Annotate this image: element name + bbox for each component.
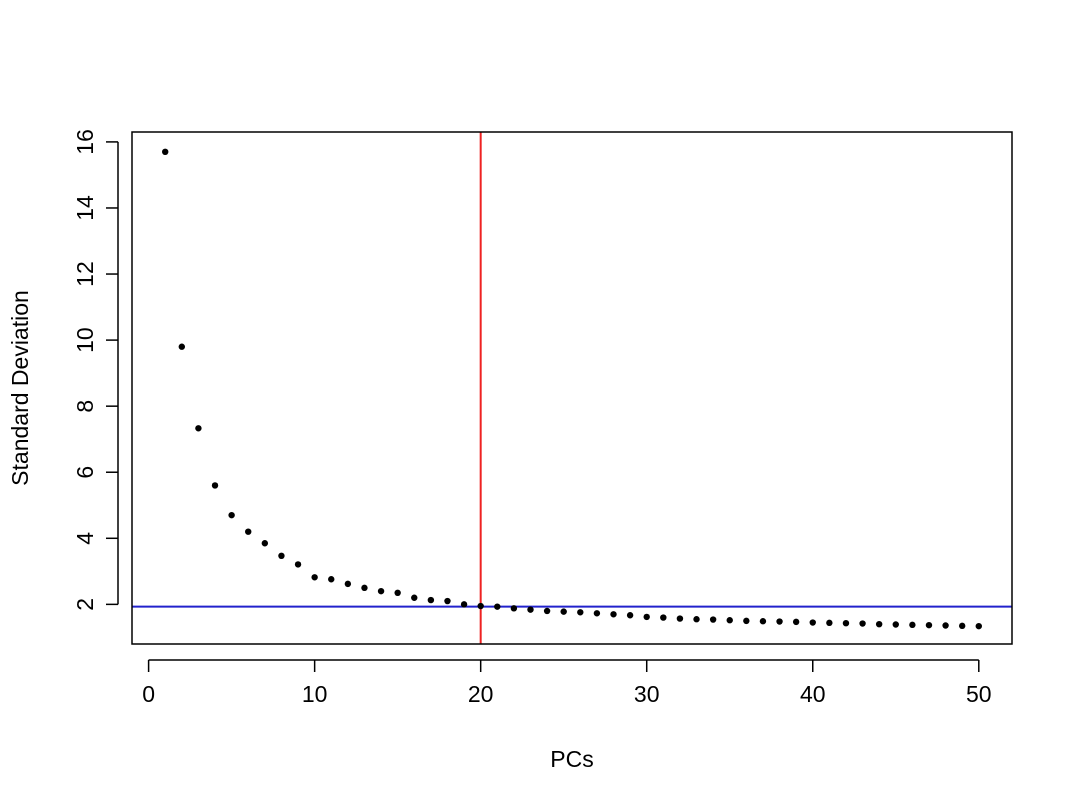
x-tick-label: 50: [966, 681, 992, 707]
data-point: [610, 611, 617, 618]
data-point: [543, 607, 551, 615]
data-point: [477, 602, 484, 610]
data-point: [859, 620, 866, 627]
data-point: [925, 621, 933, 629]
data-point: [178, 343, 186, 350]
data-point: [444, 597, 451, 605]
data-point: [162, 148, 169, 156]
y-axis-label: Standard Deviation: [7, 290, 33, 486]
data-point: [261, 540, 269, 547]
data-point: [776, 618, 783, 625]
y-tick-label: 12: [72, 261, 98, 287]
data-point: [577, 609, 584, 616]
data-point: [792, 618, 800, 626]
data-point: [676, 615, 684, 622]
data-point: [875, 620, 883, 628]
data-point: [593, 610, 601, 617]
x-tick-label: 40: [800, 681, 826, 707]
x-axis: 0 10 20 30 40 50: [142, 659, 992, 707]
y-tick-label: 2: [72, 598, 98, 611]
data-point: [211, 482, 219, 489]
data-points: [162, 148, 982, 630]
x-axis-label: PCs: [550, 746, 593, 772]
data-point: [311, 574, 318, 581]
y-tick-label: 14: [72, 195, 98, 221]
data-point: [909, 621, 916, 629]
data-point: [726, 617, 733, 624]
x-tick-label: 30: [634, 681, 660, 707]
data-point: [510, 605, 518, 612]
x-tick-label: 20: [468, 681, 494, 707]
data-point: [394, 589, 401, 596]
data-point: [294, 561, 302, 568]
data-point: [643, 613, 650, 621]
data-point: [842, 619, 850, 627]
data-point: [759, 618, 767, 625]
y-tick-label: 6: [72, 466, 98, 479]
data-point: [228, 511, 235, 519]
data-point: [942, 622, 949, 629]
data-point: [278, 552, 285, 560]
y-tick-label: 10: [72, 327, 98, 353]
data-point: [660, 614, 667, 621]
data-point: [958, 622, 966, 630]
data-point: [195, 425, 202, 432]
data-point: [344, 580, 352, 588]
data-point: [809, 619, 816, 626]
data-point: [494, 603, 501, 610]
data-point: [411, 594, 418, 601]
data-point: [377, 587, 385, 595]
y-axis: 2 4 6 8 10 12 14 16: [72, 129, 119, 611]
plot-frame: [131, 131, 1013, 645]
data-point: [892, 621, 899, 628]
data-point: [709, 616, 717, 623]
y-tick-label: 8: [72, 400, 98, 413]
data-point: [975, 622, 982, 630]
data-point: [460, 601, 468, 608]
data-point: [826, 619, 833, 627]
data-point: [527, 606, 534, 613]
y-tick-label: 16: [72, 129, 98, 155]
reference-lines: [132, 132, 1012, 644]
x-tick-label: 0: [142, 681, 155, 707]
x-tick-label: 10: [302, 681, 328, 707]
data-point: [626, 612, 634, 619]
data-point: [560, 608, 567, 615]
data-point: [361, 584, 368, 592]
data-point: [743, 617, 750, 625]
data-point: [693, 616, 700, 623]
y-tick-label: 4: [72, 532, 98, 545]
data-point: [245, 528, 252, 535]
data-point: [328, 576, 335, 583]
data-point: [427, 596, 435, 604]
